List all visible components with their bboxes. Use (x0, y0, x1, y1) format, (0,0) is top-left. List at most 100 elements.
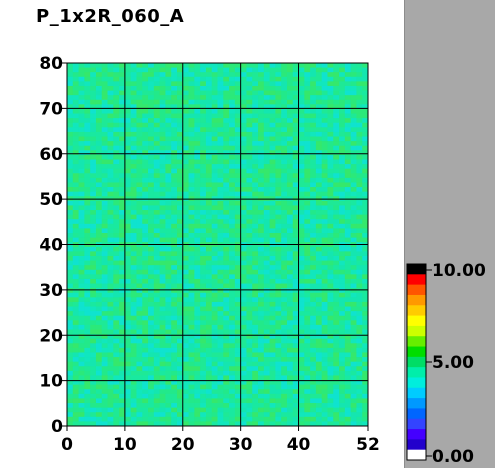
heatmap-cell (171, 288, 178, 294)
heatmap-cell (142, 191, 149, 197)
heatmap-cell (304, 398, 311, 404)
heatmap-cell (263, 76, 271, 82)
heatmap-cell (95, 104, 103, 110)
heatmap-cell (159, 265, 166, 271)
heatmap-cell (200, 223, 207, 229)
heatmap-cell (321, 223, 328, 229)
heatmap-cell (148, 315, 155, 321)
heatmap-cell (211, 412, 218, 418)
heatmap-cell (153, 233, 161, 239)
heatmap-cell (188, 347, 195, 353)
heatmap-cell (194, 246, 201, 252)
heatmap-cell (159, 104, 166, 110)
heatmap-cell (327, 154, 334, 160)
heatmap-cell (223, 177, 230, 183)
heatmap-cell (101, 398, 109, 404)
heatmap-cell (148, 95, 155, 101)
heatmap-cell (119, 113, 126, 119)
heatmap-cell (176, 168, 184, 174)
heatmap-cell (205, 311, 213, 317)
heatmap-cell (72, 352, 80, 358)
heatmap-cell (315, 131, 323, 138)
heatmap-cell (124, 384, 132, 390)
heatmap-cell (78, 398, 85, 404)
heatmap-cell (252, 141, 259, 147)
heatmap-cell (252, 72, 259, 78)
heatmap-cell (182, 168, 190, 174)
heatmap-cell (298, 210, 305, 216)
heatmap-cell (350, 421, 357, 427)
heatmap-cell (298, 324, 305, 330)
heatmap-cell (78, 150, 85, 156)
heatmap-cell (84, 191, 91, 197)
heatmap-cell (119, 269, 126, 275)
heatmap-cell (194, 375, 201, 381)
heatmap-cell (101, 260, 109, 266)
heatmap-cell (90, 104, 97, 110)
heatmap-cell (182, 416, 190, 422)
heatmap-cell (90, 278, 97, 285)
heatmap-cell (136, 320, 143, 326)
heatmap-cell (234, 108, 242, 115)
heatmap-cell (304, 412, 311, 418)
heatmap-cell (234, 265, 242, 271)
heatmap-cell (176, 136, 184, 142)
heatmap-cell (113, 255, 120, 262)
heatmap-cell (269, 343, 276, 349)
heatmap-cell (153, 315, 161, 321)
heatmap-cell (339, 99, 346, 105)
heatmap-cell (136, 375, 143, 381)
heatmap-cell (142, 389, 149, 395)
heatmap-cell (95, 223, 103, 229)
heatmap-cell (67, 177, 74, 183)
heatmap-cell (252, 407, 259, 413)
heatmap-cell (298, 187, 305, 193)
heatmap-cell (159, 150, 166, 156)
heatmap-cell (315, 380, 323, 386)
heatmap-cell (124, 191, 132, 197)
heatmap-cell (130, 136, 137, 142)
heatmap-cell (304, 246, 311, 252)
heatmap-cell (78, 260, 85, 266)
heatmap-cell (229, 168, 236, 174)
colorbar-segment (407, 418, 426, 430)
heatmap-cell (321, 311, 328, 317)
heatmap-cell (165, 251, 172, 257)
heatmap-cell (252, 145, 259, 151)
heatmap-cell (258, 274, 265, 280)
heatmap-cell (339, 412, 346, 418)
heatmap-cell (188, 389, 195, 395)
heatmap-cell (269, 375, 276, 381)
heatmap-cell (315, 352, 323, 358)
heatmap-cell (229, 210, 236, 216)
heatmap-cell (258, 233, 265, 239)
heatmap-cell (286, 255, 294, 262)
heatmap-cell (211, 177, 218, 183)
heatmap-cell (234, 233, 242, 239)
heatmap-cell (356, 173, 363, 179)
heatmap-cell (304, 324, 311, 330)
heatmap-cell (205, 347, 213, 353)
heatmap-cell (240, 118, 247, 124)
heatmap-cell (304, 200, 311, 206)
heatmap-cell (171, 136, 178, 142)
heatmap-cell (298, 421, 305, 427)
heatmap-cell (90, 384, 97, 390)
heatmap-cell (217, 76, 224, 82)
heatmap-cell (217, 191, 224, 197)
heatmap-cell (327, 384, 334, 390)
heatmap-cell (217, 237, 224, 243)
heatmap-cell (263, 173, 271, 179)
heatmap-cell (95, 95, 103, 101)
heatmap-cell (362, 131, 369, 138)
heatmap-cell (286, 352, 294, 358)
heatmap-cell (350, 76, 357, 82)
heatmap-cell (344, 393, 352, 399)
heatmap-cell (229, 412, 236, 418)
heatmap-cell (171, 384, 178, 390)
heatmap-cell (327, 72, 334, 78)
heatmap-cell (107, 255, 114, 262)
heatmap-cell (211, 274, 218, 280)
heatmap-cell (315, 255, 323, 262)
heatmap-cell (171, 380, 178, 386)
